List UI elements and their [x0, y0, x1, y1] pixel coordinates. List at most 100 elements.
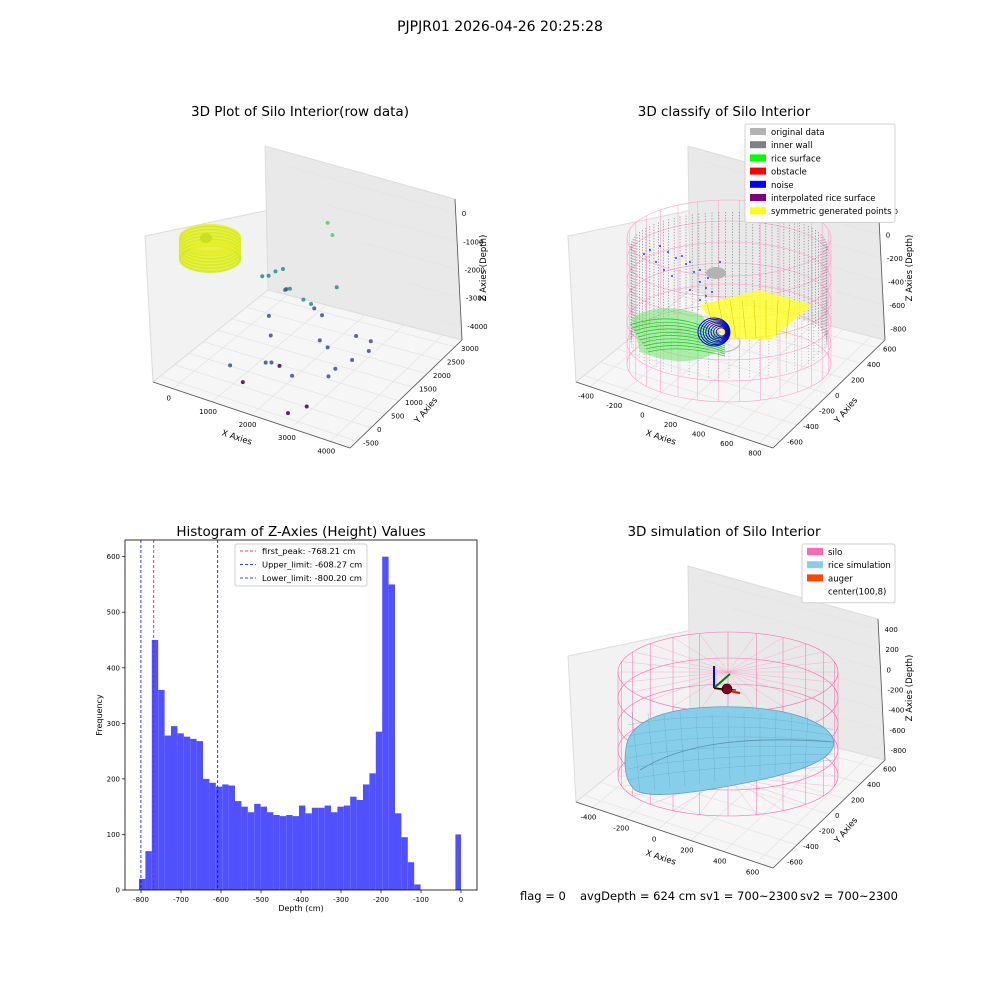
- simulation-legend-frame: [801, 543, 896, 604]
- classify-rice-line: [643, 341, 726, 353]
- histogram-bar: [305, 813, 312, 890]
- classify-legend-label: rice surface: [771, 154, 821, 164]
- raw-y-tick-label: 500: [391, 412, 404, 420]
- histogram-legend-label: first_peak: -768.21 cm: [262, 546, 355, 556]
- raw-y-gridline: [188, 352, 386, 415]
- simulation-rice-meshline: [727, 711, 731, 781]
- histogram-x-tick-label: -800: [133, 896, 149, 904]
- histogram-legend-label: Lower_limit: -800.20 cm: [262, 573, 362, 583]
- histogram-bar: [260, 806, 267, 890]
- histogram-bar: [414, 884, 421, 890]
- raw-z-tick-label: -3000: [466, 295, 486, 303]
- classify-x-tick-label: 800: [748, 449, 761, 457]
- classify-z-gridline: [769, 226, 882, 259]
- simulation-rice-meshline: [631, 711, 641, 793]
- simulation-rice-meshline: [695, 712, 701, 785]
- classify-rice-line: [631, 321, 726, 341]
- raw-data-points: [228, 220, 373, 416]
- histogram-bar: [145, 851, 152, 890]
- simulation-rice-meshline: [627, 716, 835, 731]
- simulation-axis-ticks: -400-2000200400600-600-400-2000200400600…: [580, 626, 906, 876]
- raw-data-point: [317, 338, 322, 343]
- classify-legend-label: obstacle: [771, 168, 807, 178]
- raw-data-3d-plot: 3D Plot of Silo Interior(row data) 0 1000…: [144, 104, 489, 455]
- histogram-bar: [222, 784, 229, 890]
- classify-symmetric-line: [775, 299, 779, 339]
- simulation-silo-spoke: [699, 671, 729, 711]
- classify-legend-swatch: [750, 180, 766, 188]
- raw-z-axis-label: Z Axies (Depth): [479, 235, 489, 302]
- raw-x-gridline: [330, 334, 443, 442]
- raw-cluster-core: [190, 240, 234, 256]
- classify-legend-label: symmetric generated points: [771, 207, 892, 217]
- classify-x-tick-label: 0: [640, 412, 644, 420]
- raw-x-tick-label: 1000: [199, 408, 217, 416]
- raw-data-point: [354, 333, 359, 338]
- simulation-legend-swatch: [807, 561, 823, 569]
- histogram-bar: [228, 785, 235, 890]
- histogram-x-tick-label: 0: [459, 896, 463, 904]
- histogram-bar: [183, 736, 191, 890]
- simulation-rice-meshline: [627, 726, 835, 737]
- simulation-z-tick-label: -800: [891, 747, 907, 755]
- simulation-silo-spoke: [727, 671, 824, 693]
- classify-noise-point: [699, 269, 701, 271]
- classify-noise-ring: [697, 317, 731, 347]
- classify-noise-ring: [702, 320, 730, 344]
- status-sv2: sv2 = 700~2300: [800, 889, 898, 903]
- classify-plot-title: 3D classify of Silo Interior: [638, 104, 811, 120]
- histogram-bar: [318, 807, 325, 890]
- simulation-silo-spoke: [727, 671, 835, 683]
- simulation-y-tick-label: -600: [787, 858, 803, 866]
- simulation-y-gridline: [584, 795, 782, 861]
- simulation-z-tick-label: 0: [887, 666, 891, 674]
- histogram-bar: [337, 806, 344, 890]
- simulation-z-gridline: [786, 662, 882, 690]
- simulation-y-axis-line: [772, 759, 886, 869]
- histogram-bar: [215, 786, 223, 890]
- simulation-x-tick-label: -200: [613, 825, 629, 833]
- simulation-rice-meshline: [627, 759, 835, 781]
- raw-data-point: [309, 301, 314, 306]
- raw-plot-title: 3D Plot of Silo Interior(row data): [191, 104, 409, 120]
- raw-z-gridline: [324, 203, 458, 242]
- classify-y-gridline: [584, 375, 782, 441]
- classify-legend-label: noise: [771, 181, 794, 191]
- classify-noise-point: [699, 281, 701, 283]
- simulation-rice-surface: [624, 706, 835, 795]
- histogram-bar: [279, 816, 287, 890]
- simulation-silo-spoke: [621, 661, 729, 673]
- raw-dense-cluster: [178, 223, 242, 273]
- raw-data-point: [334, 285, 339, 290]
- raw-y-axis-line: [349, 339, 463, 449]
- simulation-silo-spoke: [632, 651, 729, 673]
- classify-noise-point: [655, 261, 657, 263]
- raw-data-point: [269, 360, 274, 365]
- simulation-z-gridline: [758, 634, 881, 670]
- simulation-legend: silo rice simulation auger center(100,8): [801, 543, 896, 604]
- raw-data-point: [266, 273, 271, 278]
- classify-noise-point: [705, 295, 707, 297]
- simulation-y-gridline: [600, 781, 798, 846]
- histogram-bar: [375, 731, 383, 890]
- histogram-x-tick-label: -100: [413, 896, 429, 904]
- histogram-axis-ticks: -800 -700 -600 -500 -400 -300 -200 -100 0 0 100 200…: [107, 553, 464, 904]
- simulation-auger-y-arrow: [713, 673, 731, 689]
- histogram-y-tick-label: 200: [107, 775, 120, 783]
- classify-x-axis-label: X Axies: [644, 428, 677, 447]
- simulation-rice-meshline: [679, 711, 686, 787]
- classify-noise-ring: [707, 323, 729, 341]
- classify-legend-swatch: [750, 207, 766, 215]
- classify-z-tick-label: -800: [890, 325, 906, 333]
- raw-data-point: [325, 220, 330, 225]
- histogram-y-tick-label: 100: [107, 831, 120, 839]
- histogram-bar: [254, 803, 261, 890]
- raw-data-point: [320, 313, 325, 318]
- classify-x-tick-label: 400: [692, 430, 705, 438]
- classify-noise-point: [667, 251, 669, 253]
- simulation-legend-label: silo: [828, 548, 842, 558]
- raw-y-tick-label: 3000: [461, 345, 479, 353]
- classify-legend-label: interpolated rice surface: [771, 194, 876, 204]
- classify-noise-point: [659, 245, 661, 247]
